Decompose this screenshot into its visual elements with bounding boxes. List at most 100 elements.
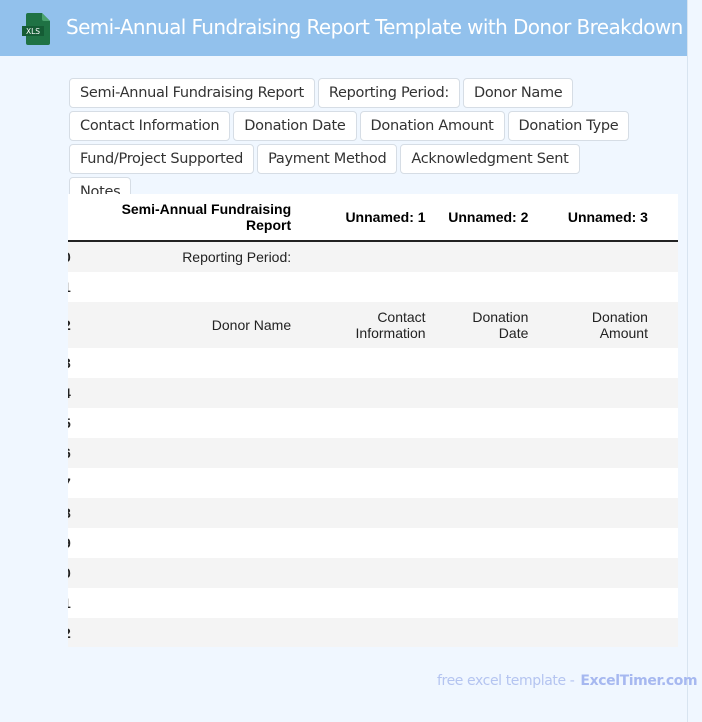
table-cell[interactable] <box>301 408 435 438</box>
table-row: 7 <box>68 468 678 498</box>
table-cell[interactable] <box>436 468 539 498</box>
page-title: Semi-Annual Fundraising Report Template … <box>66 15 683 39</box>
table-cell[interactable] <box>301 528 435 558</box>
table-row: 12 <box>68 618 678 647</box>
table-cell[interactable] <box>70 618 302 647</box>
column-chip[interactable]: Payment Method <box>257 144 398 174</box>
table-cell[interactable] <box>301 618 436 647</box>
table-cell[interactable] <box>70 498 302 528</box>
table-cell[interactable] <box>538 528 658 558</box>
table-row: 1 <box>68 272 678 302</box>
table-cell[interactable] <box>436 348 539 378</box>
table-cell-overflow <box>658 408 678 438</box>
table-row: 5 <box>68 408 678 438</box>
table-cell[interactable] <box>538 618 658 647</box>
row-index: 3 <box>68 348 71 378</box>
row-index: 1 <box>68 272 71 302</box>
footer-brand-link[interactable]: ExcelTimer.com <box>580 673 698 689</box>
table-cell[interactable] <box>538 438 658 468</box>
table-cell[interactable] <box>301 498 436 528</box>
column-chip[interactable]: Donation Type <box>507 111 630 141</box>
column-chip[interactable]: Donor Name <box>462 78 574 108</box>
table-row: 0Reporting Period: <box>68 241 678 272</box>
table-cell-overflow <box>658 348 678 378</box>
table-cell[interactable]: Reporting Period: <box>70 241 302 272</box>
row-index: 7 <box>68 468 71 498</box>
table-cell-overflow <box>658 528 678 558</box>
column-chip[interactable]: Donation Amount <box>359 111 505 141</box>
row-index: 10 <box>68 558 71 588</box>
column-chip[interactable]: Semi-Annual Fundraising Report <box>69 78 315 108</box>
table-cell[interactable] <box>301 558 436 588</box>
table-cell[interactable] <box>436 408 539 438</box>
table-cell[interactable] <box>436 272 539 302</box>
table-row: 11 <box>68 588 678 618</box>
table-cell[interactable]: Donation Amount <box>538 302 658 348</box>
column-header-overflow <box>657 194 678 242</box>
row-index: 11 <box>68 588 71 618</box>
table-row: 3 <box>68 348 678 378</box>
table-cell[interactable] <box>71 408 301 438</box>
table-cell[interactable] <box>71 588 301 618</box>
column-header[interactable]: Unnamed: 3 <box>538 194 658 242</box>
table-cell[interactable] <box>71 468 301 498</box>
table-cell-overflow <box>657 302 678 348</box>
table-cell[interactable] <box>538 498 658 528</box>
table-cell[interactable] <box>538 468 658 498</box>
table-cell[interactable] <box>70 558 302 588</box>
table-cell[interactable] <box>301 241 436 272</box>
column-chip[interactable]: Contact Information <box>69 111 231 141</box>
table-cell[interactable] <box>538 408 658 438</box>
table-cell[interactable] <box>70 438 302 468</box>
table-cell[interactable] <box>301 588 435 618</box>
table-row: 10 <box>68 558 678 588</box>
column-chip[interactable]: Reporting Period: <box>317 78 460 108</box>
table-cell[interactable] <box>538 348 658 378</box>
table-cell[interactable]: Contact Information <box>301 302 436 348</box>
table-cell[interactable] <box>301 438 436 468</box>
column-chip[interactable]: Fund/Project Supported <box>69 144 255 174</box>
table-cell[interactable] <box>538 272 658 302</box>
table-header-row: Semi-Annual Fundraising Report Unnamed: … <box>68 194 678 242</box>
data-table: Semi-Annual Fundraising Report Unnamed: … <box>68 194 678 647</box>
table-cell[interactable] <box>436 588 539 618</box>
table-cell[interactable] <box>71 272 301 302</box>
table-cell[interactable] <box>435 438 539 468</box>
table-cell-overflow <box>657 241 678 272</box>
table-cell[interactable] <box>538 241 658 272</box>
table-cell[interactable] <box>301 272 435 302</box>
table-cell[interactable] <box>435 241 539 272</box>
table-cell[interactable] <box>435 498 539 528</box>
table-row: 9 <box>68 528 678 558</box>
table-cell[interactable] <box>301 378 436 408</box>
table-cell[interactable] <box>538 588 658 618</box>
table-cell[interactable] <box>435 378 539 408</box>
table-cell[interactable]: Donor Name <box>70 302 302 348</box>
column-header[interactable]: Unnamed: 1 <box>301 194 436 242</box>
table-cell[interactable] <box>71 348 301 378</box>
row-index: 9 <box>68 528 71 558</box>
table-cell[interactable] <box>70 378 302 408</box>
column-chips: Semi-Annual Fundraising Report Reporting … <box>69 78 639 207</box>
row-index: 6 <box>68 438 71 468</box>
table-cell[interactable] <box>538 378 658 408</box>
column-chip[interactable]: Acknowledgment Sent <box>400 144 580 174</box>
table-cell[interactable] <box>538 558 658 588</box>
table-cell[interactable]: Donation Date <box>435 302 539 348</box>
table-cell[interactable] <box>436 528 539 558</box>
table-row: 4 <box>68 378 678 408</box>
column-header[interactable]: Unnamed: 2 <box>435 194 539 242</box>
table-cell[interactable] <box>301 348 435 378</box>
column-header[interactable]: Semi-Annual Fundraising Report <box>70 194 302 242</box>
table-row: 8 <box>68 498 678 528</box>
right-border <box>687 0 702 722</box>
table-cell[interactable] <box>301 468 435 498</box>
table-cell[interactable] <box>435 618 539 647</box>
table-cell[interactable] <box>435 558 539 588</box>
column-chip[interactable]: Donation Date <box>233 111 357 141</box>
table-cell-overflow <box>657 558 678 588</box>
table-cell-overflow <box>658 588 678 618</box>
table-cell-overflow <box>657 498 678 528</box>
table-cell[interactable] <box>71 528 301 558</box>
